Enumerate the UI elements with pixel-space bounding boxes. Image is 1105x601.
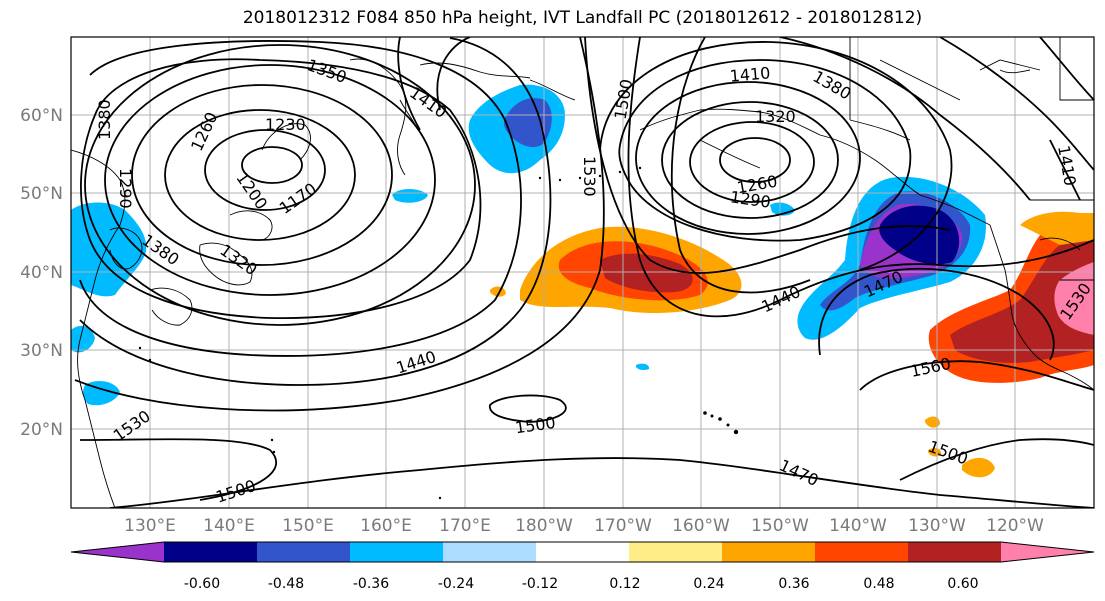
colorbar-tick-label: -0.60 <box>184 576 220 592</box>
lon-label: 120°W <box>986 516 1044 536</box>
colorbar-tick-label: 0.12 <box>609 576 640 592</box>
graticule <box>71 37 1094 508</box>
ivt-positive-shading <box>490 211 1094 478</box>
colorbar-segment <box>350 542 444 562</box>
lon-label: 160°W <box>672 516 730 536</box>
contour-label: 1320 <box>755 107 796 126</box>
lon-label: 140°E <box>203 516 255 536</box>
colorbar-extend-max <box>1001 542 1094 562</box>
lat-label: 50°N <box>20 184 63 204</box>
lon-label: 130°W <box>908 516 966 536</box>
lon-label: 180°W <box>515 516 573 536</box>
colorbar-tick-label: -0.36 <box>353 576 389 592</box>
contour-label: 1230 <box>265 115 306 134</box>
islands <box>138 166 739 500</box>
colorbar-segment <box>257 542 351 562</box>
colorbar <box>70 541 1095 563</box>
colorbar-segment <box>536 542 630 562</box>
colorbar-segment <box>164 542 258 562</box>
colorbar-outline <box>70 541 1095 563</box>
colorbar-segment <box>722 542 816 562</box>
colorbar-segment <box>815 542 909 562</box>
coastlines <box>71 37 1094 508</box>
lon-label: 140°W <box>829 516 887 536</box>
lon-label: 150°W <box>751 516 809 536</box>
lat-label: 60°N <box>20 106 63 126</box>
height-contours <box>74 37 1094 508</box>
latitude-labels: 60°N 50°N 40°N 30°N 20°N <box>20 106 63 440</box>
colorbar-tick-label: 0.60 <box>947 576 978 592</box>
colorbar-segment <box>443 542 537 562</box>
colorbar-tick-label: -0.24 <box>438 576 474 592</box>
longitude-labels: 130°E 140°E 150°E 160°E 170°E 180°W 170°… <box>124 516 1044 536</box>
colorbar-tick-label: 0.48 <box>863 576 894 592</box>
map-title: 2018012312 F084 850 hPa height, IVT Land… <box>242 8 923 28</box>
colorbar-extend-min <box>71 542 164 562</box>
lat-label: 40°N <box>20 263 63 283</box>
contour-label: 1290 <box>116 168 135 209</box>
map-plot-area: 1350 1410 1500 1410 1380 1320 1260 1230 … <box>71 37 1094 508</box>
map-frame <box>70 36 1095 509</box>
lon-label: 150°E <box>282 516 334 536</box>
colorbar-tick-label: 0.36 <box>778 576 809 592</box>
contour-label: 1380 <box>95 99 114 140</box>
colorbar-segment <box>908 542 1002 562</box>
lat-label: 30°N <box>20 341 63 361</box>
lat-label: 20°N <box>20 420 63 440</box>
contour-label: 1530 <box>580 156 599 197</box>
colorbar-tick-label: 0.24 <box>693 576 724 592</box>
colorbar-tick-label: -0.12 <box>522 576 558 592</box>
colorbar-segment <box>629 542 723 562</box>
lon-label: 170°W <box>594 516 652 536</box>
colorbar-tick-labels: -0.60 -0.48 -0.36 -0.24 -0.12 0.12 0.24 … <box>184 576 979 592</box>
colorbar-tick-label: -0.48 <box>268 576 304 592</box>
contour-label: 1410 <box>729 63 771 85</box>
lon-label: 130°E <box>124 516 176 536</box>
lon-label: 170°E <box>439 516 491 536</box>
lon-label: 160°E <box>360 516 412 536</box>
